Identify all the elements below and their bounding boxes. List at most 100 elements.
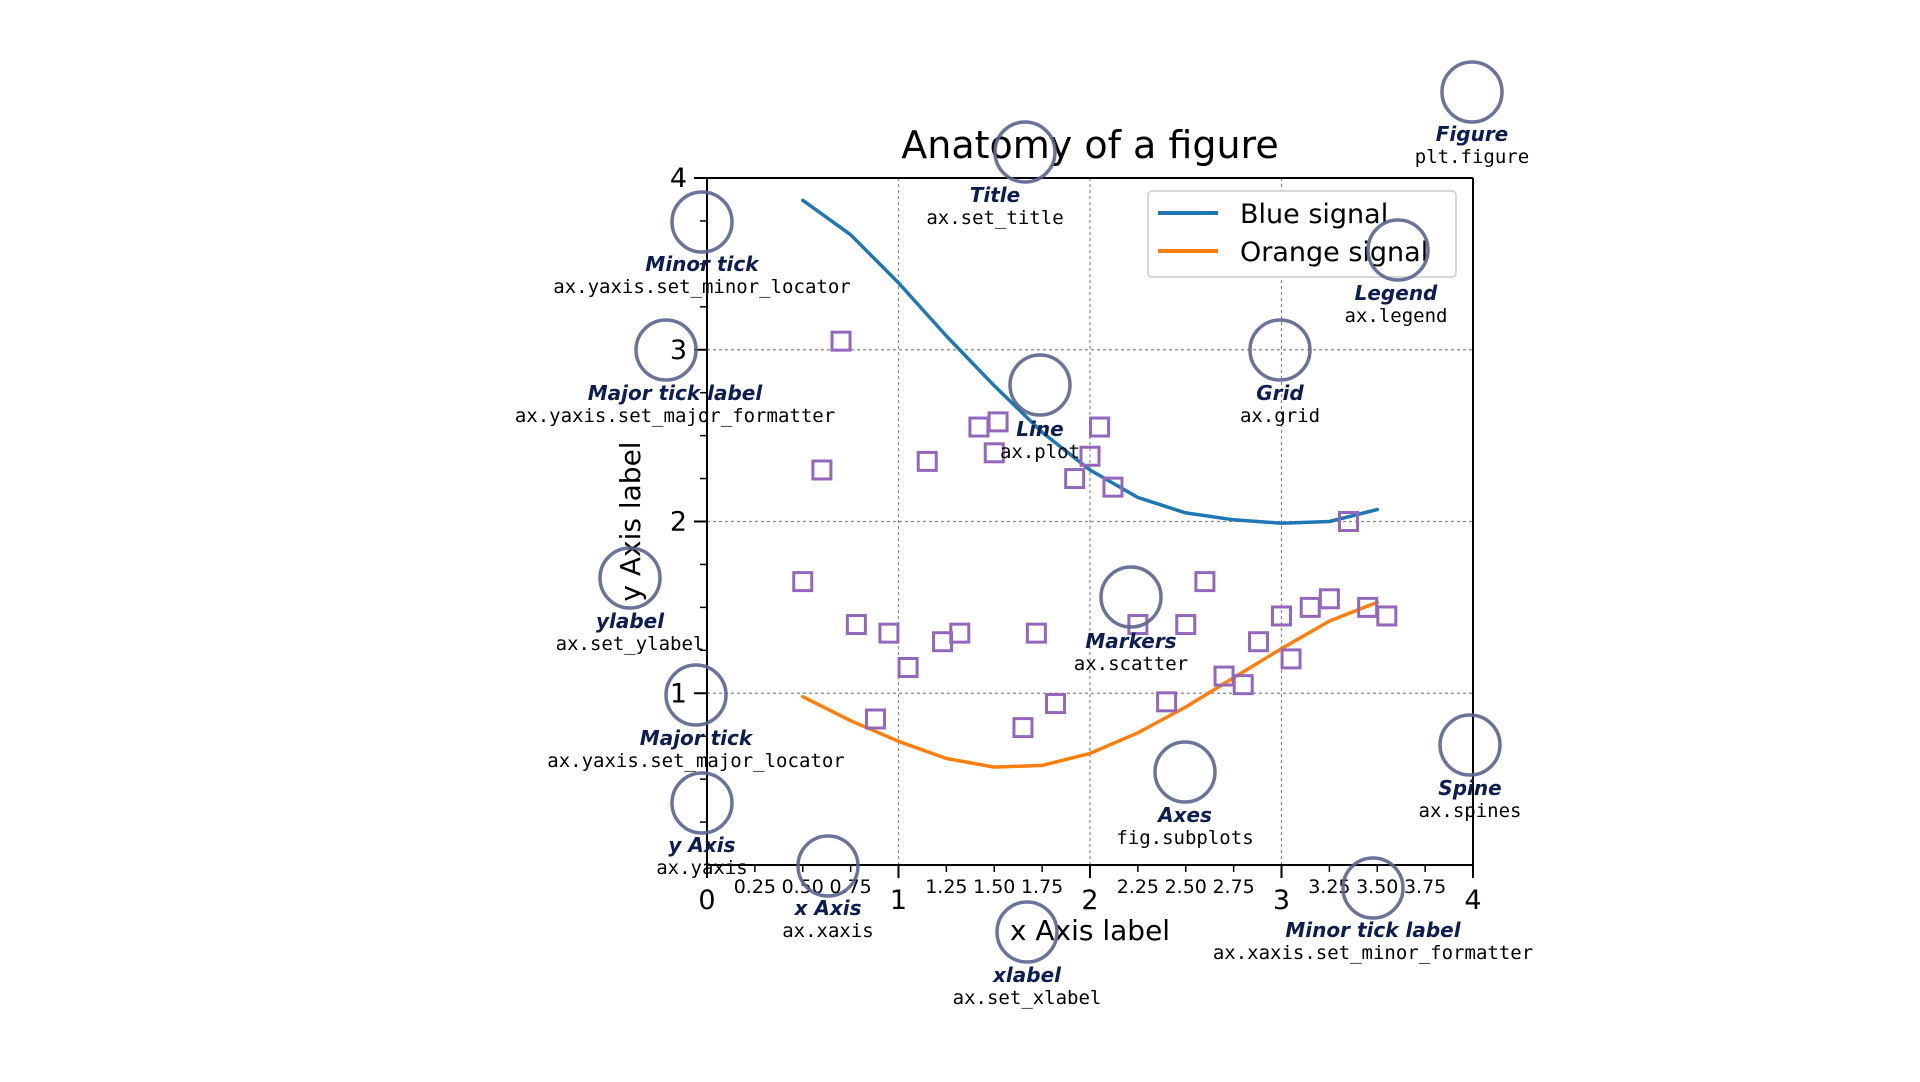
annotation-code: ax.yaxis.set_major_locator xyxy=(547,750,844,772)
x-minor-tick-label: 0.25 xyxy=(734,876,776,898)
y-major-tick-label: 3 xyxy=(670,335,687,366)
annotation-circle xyxy=(1366,218,1430,282)
annotation-circle xyxy=(995,900,1059,964)
y-axis-label: y Axis label xyxy=(614,441,647,601)
annotation-circle xyxy=(1153,740,1217,804)
x-minor-tick-label: 1.75 xyxy=(1021,876,1063,898)
annotation-name: xlabel xyxy=(992,963,1062,987)
annotation-code: fig.subplots xyxy=(1116,827,1253,849)
annotation-name: x Axis xyxy=(793,896,861,920)
x-minor-tick-label: 2.25 xyxy=(1117,876,1159,898)
x-minor-tick-label: 2.75 xyxy=(1212,876,1254,898)
annotation-circle xyxy=(664,663,728,727)
scatter-marker xyxy=(792,571,814,593)
annotation-name: ylabel xyxy=(596,609,665,633)
scatter-marker xyxy=(1025,622,1047,644)
scatter-marker xyxy=(1012,717,1034,739)
scatter-marker xyxy=(1280,648,1302,670)
scatter-marker xyxy=(1079,445,1101,467)
annotation-code: ax.yaxis xyxy=(656,857,748,879)
scatter-marker xyxy=(949,622,971,644)
annotation-code: ax.grid xyxy=(1240,405,1320,427)
legend-entry-orange: Orange signal xyxy=(1240,237,1428,268)
annotation-name: Spine xyxy=(1438,776,1501,800)
scatter-marker xyxy=(897,656,919,678)
annotation-circle xyxy=(1440,60,1504,124)
annotation-code: ax.xaxis.set_minor_formatter xyxy=(1213,942,1533,964)
annotation-name: Line xyxy=(1016,417,1063,441)
annotation-circle xyxy=(993,120,1057,184)
scatter-marker xyxy=(830,330,852,352)
annotation-minor-tick-label: Minor tick labelax.xaxis.set_minor_forma… xyxy=(1213,856,1533,964)
annotation-name: Major tick xyxy=(640,726,754,750)
annotation-circle xyxy=(1438,713,1502,777)
scatter-marker xyxy=(1175,614,1197,636)
annotation-circle xyxy=(670,190,734,254)
annotation-circle xyxy=(598,546,662,610)
annotation-code: ax.yaxis.set_major_formatter xyxy=(515,405,835,427)
x-minor-tick-label: 3.75 xyxy=(1404,876,1446,898)
annotation-name: Legend xyxy=(1355,281,1438,305)
legend-frame xyxy=(1147,190,1457,278)
scatter-marker xyxy=(1271,605,1292,627)
annotation-name: Axes xyxy=(1156,803,1212,827)
annotation-circle xyxy=(670,771,734,835)
scatter-marker xyxy=(1232,674,1254,696)
scatter-marker xyxy=(1299,596,1321,618)
y-major-tick-label: 2 xyxy=(670,507,687,538)
scatter-marker xyxy=(916,450,938,472)
x-minor-tick-label: 1.25 xyxy=(925,876,967,898)
annotation-code: plt.figure xyxy=(1415,146,1529,168)
annotation-major-tick-label: Major tick labelax.yaxis.set_major_forma… xyxy=(515,318,835,427)
x-minor-tick-label: 3.50 xyxy=(1356,876,1398,898)
scatter-marker xyxy=(1064,468,1086,490)
scatter-marker xyxy=(878,622,900,644)
blue-signal-line xyxy=(801,198,1380,525)
annotation-code: ax.scatter xyxy=(1074,653,1188,675)
y-major-tick-label: 4 xyxy=(670,163,687,194)
markers xyxy=(792,330,1398,739)
chart-title: Anatomy of a figure xyxy=(901,123,1278,167)
annotation-code: ax.legend xyxy=(1345,305,1448,327)
annotation-code: ax.set_title xyxy=(926,207,1063,229)
x-major-tick-label: 3 xyxy=(1273,885,1290,916)
annotation-name: Grid xyxy=(1256,381,1304,405)
annotation-code: ax.spines xyxy=(1419,800,1522,822)
x-minor-tick-label: 2.50 xyxy=(1165,876,1207,898)
legend: Blue signal Orange signal xyxy=(1147,190,1457,278)
scatter-marker xyxy=(968,416,990,438)
annotation-name: Figure xyxy=(1436,122,1509,146)
scatter-marker xyxy=(1248,631,1270,653)
legend-entry-blue: Blue signal xyxy=(1240,199,1388,230)
scatter-marker xyxy=(865,708,887,730)
scatter-marker xyxy=(987,411,1009,433)
annotation-circle xyxy=(634,318,698,382)
annotation-name: Markers xyxy=(1085,629,1176,653)
annotation-code: ax.set_xlabel xyxy=(953,987,1102,1009)
annotation-code: ax.xaxis xyxy=(782,920,874,942)
annotation-name: Minor tick xyxy=(645,252,760,276)
x-major-tick-label: 2 xyxy=(1081,885,1098,916)
annotation-circle xyxy=(1248,318,1312,382)
scatter-marker xyxy=(1318,588,1340,610)
x-axis-label: x Axis label xyxy=(1010,914,1170,947)
scatter-marker xyxy=(983,442,1005,464)
annotation-circle xyxy=(796,834,860,898)
annotation-name: Major tick label xyxy=(588,381,764,405)
scatter-marker xyxy=(1127,614,1149,636)
y-major-tick-label: 1 xyxy=(670,678,687,709)
x-minor-tick-label: 3.25 xyxy=(1308,876,1350,898)
scatter-marker xyxy=(1194,571,1216,593)
